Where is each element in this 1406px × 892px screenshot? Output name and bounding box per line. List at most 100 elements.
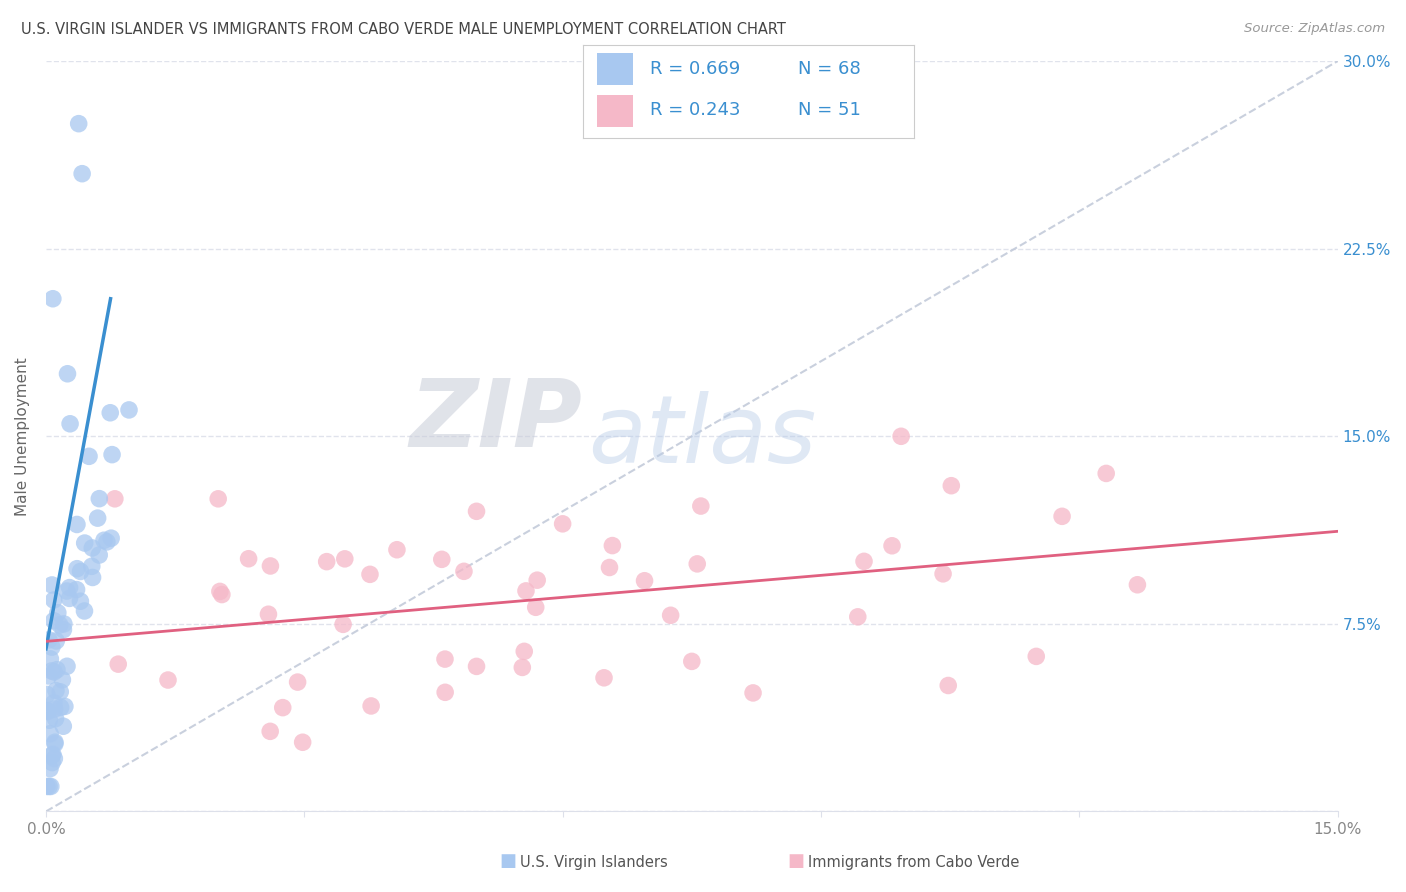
Point [515,583,537,598]
Text: N = 68: N = 68 [799,60,860,78]
Point [257,607,280,622]
Point [59,417,82,431]
Point [742,686,765,700]
Point [69,594,91,608]
Point [51,673,73,687]
Point [526,573,548,587]
Point [42,292,65,306]
Point [936,678,959,692]
Point [38,632,60,647]
Point [271,700,294,714]
Point [602,539,624,553]
Point [259,724,281,739]
Point [56,659,79,673]
Point [39,762,62,776]
Point [44,702,66,716]
Point [38,713,60,727]
Point [89,548,111,562]
Point [465,659,488,673]
Point [853,554,876,568]
Point [98,406,121,420]
Point [100,531,122,545]
Point [58,581,80,595]
Point [633,574,655,588]
Text: Source: ZipAtlas.com: Source: ZipAtlas.com [1244,22,1385,36]
Point [430,552,453,566]
Point [45,683,67,698]
Point [41,664,63,678]
Text: N = 51: N = 51 [799,101,860,120]
Point [44,737,66,751]
Point [66,562,89,576]
Text: atlas: atlas [589,391,817,482]
Point [42,696,65,710]
Point [510,660,533,674]
Point [56,584,79,599]
Point [70,167,93,181]
Point [208,584,231,599]
Point [52,623,75,637]
Text: ■: ■ [787,852,804,870]
Point [39,652,62,666]
Point [238,551,260,566]
Point [846,610,869,624]
Point [890,429,912,443]
Point [86,511,108,525]
Point [66,517,89,532]
Point [42,747,65,762]
Point [42,614,65,628]
Point [56,367,79,381]
Point [359,567,381,582]
Point [41,578,63,592]
Point [315,555,337,569]
Text: U.S. VIRGIN ISLANDER VS IMMIGRANTS FROM CABO VERDE MALE UNEMPLOYMENT CORRELATION: U.S. VIRGIN ISLANDER VS IMMIGRANTS FROM … [21,22,786,37]
Point [291,735,314,749]
Point [44,751,66,765]
Point [49,618,72,632]
Point [1126,578,1149,592]
Point [53,699,76,714]
Point [73,536,96,550]
Point [385,542,408,557]
Point [38,669,60,683]
Point [101,448,124,462]
Point [453,564,475,578]
Point [38,780,60,794]
Point [681,654,703,668]
Point [551,516,574,531]
Point [39,727,62,741]
Point [89,491,111,506]
Point [35,703,58,717]
Text: R = 0.669: R = 0.669 [650,60,740,78]
Point [46,663,69,677]
Point [465,504,488,518]
Point [287,675,309,690]
Point [333,552,356,566]
Point [118,403,141,417]
Point [259,558,281,573]
Point [941,479,963,493]
Point [35,780,58,794]
Point [49,685,72,699]
Point [332,617,354,632]
Point [880,539,903,553]
Text: U.S. Virgin Islanders: U.S. Virgin Islanders [520,855,668,870]
Point [49,700,72,714]
Point [46,606,69,620]
Point [69,565,91,579]
Point [107,657,129,672]
Point [73,604,96,618]
Point [42,665,65,679]
Point [82,570,104,584]
Point [593,671,616,685]
Point [41,748,63,763]
Point [44,735,66,749]
Point [45,712,67,726]
Point [39,780,62,794]
Point [659,608,682,623]
Point [1050,509,1073,524]
Point [41,640,63,654]
Point [513,644,536,658]
Point [104,491,127,506]
Text: ZIP: ZIP [409,376,582,467]
